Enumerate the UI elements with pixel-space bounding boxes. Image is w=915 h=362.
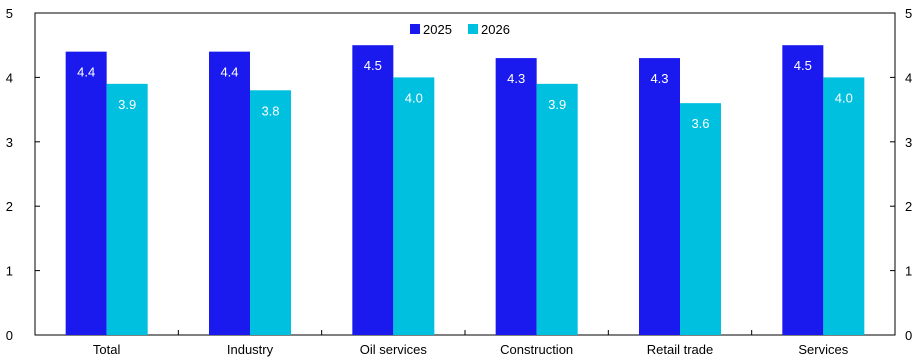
data-label: 4.4	[220, 65, 238, 80]
bar-2025	[639, 58, 680, 336]
bar-2025	[209, 51, 250, 335]
data-label: 4.5	[794, 58, 812, 73]
category-label: Retail trade	[647, 342, 713, 357]
y-tick-label-right: 5	[905, 6, 912, 21]
data-label: 3.9	[548, 97, 566, 112]
y-axis-left: 0 1 2 3 4 5	[6, 6, 40, 343]
category-label: Total	[93, 342, 121, 357]
plot-frame	[34, 12, 896, 336]
legend-label: 2026	[481, 22, 510, 37]
bar-2026	[106, 83, 148, 335]
legend-swatch-2025	[410, 24, 420, 34]
bar-2025	[65, 51, 107, 335]
y-tick-label-right: 0	[905, 328, 912, 343]
y-tick-label: 0	[6, 328, 13, 343]
y-tick-label: 4	[6, 70, 13, 85]
data-label: 4.4	[77, 65, 95, 80]
bar-2026	[250, 90, 291, 335]
y-tick-label-right: 4	[905, 70, 912, 85]
data-label: 3.9	[118, 97, 136, 112]
data-label: 4.0	[405, 90, 423, 105]
data-label: 4.3	[507, 71, 525, 86]
y-tick-label-right: 1	[905, 264, 912, 279]
bar-2025	[495, 58, 537, 336]
y-tick-label-right: 2	[905, 199, 912, 214]
x-axis: Total Industry Oil services Construction Ret…	[34, 330, 849, 357]
category-label: Oil services	[360, 342, 428, 357]
legend: 2025 2026	[410, 22, 510, 37]
y-tick-label: 5	[6, 6, 13, 21]
category-label: Industry	[227, 342, 274, 357]
y-tick-label: 3	[6, 135, 13, 150]
y-tick-label: 2	[6, 199, 13, 214]
bar-2025	[352, 45, 394, 335]
data-label: 3.6	[691, 116, 709, 131]
category-label: Construction	[500, 342, 573, 357]
bar-2026	[393, 77, 435, 336]
bar-2025	[782, 45, 824, 335]
data-label: 4.0	[835, 90, 853, 105]
bar-2026	[823, 77, 865, 336]
legend-swatch-2026	[468, 24, 478, 34]
data-label: 4.5	[364, 58, 382, 73]
y-tick-label: 1	[6, 264, 13, 279]
y-axis-right: 0 1 2 3 4 5	[890, 6, 912, 343]
data-label: 4.3	[650, 71, 668, 86]
data-label: 3.8	[261, 103, 279, 118]
legend-label: 2025	[423, 22, 452, 37]
category-label: Services	[798, 342, 848, 357]
y-tick-label-right: 3	[905, 135, 912, 150]
bar-2026	[536, 83, 578, 335]
bar-2026	[680, 103, 721, 335]
bars-group: 4.4 3.9 4.4 3.8 4.5 4.0 4.3 3.9 4.3 3.6 4.5 4.0	[65, 45, 865, 336]
